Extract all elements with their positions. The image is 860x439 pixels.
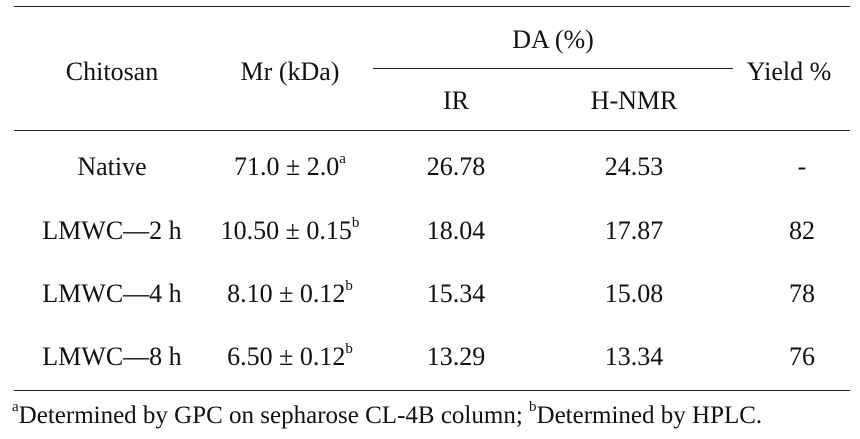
footnote-marker-b: b <box>529 398 537 415</box>
row-2-yield: 82 <box>789 216 815 245</box>
row-1-yield: - <box>797 152 807 181</box>
table-footnote: aDetermined by GPC on sepharose CL-4B co… <box>12 398 763 431</box>
row-3-ir: 15.34 <box>426 279 486 308</box>
top-rule <box>14 6 850 7</box>
bottom-rule <box>14 390 850 391</box>
header-chitosan: Chitosan <box>65 57 159 86</box>
header-mr: Mr (kDa) <box>240 57 340 86</box>
footnote-marker-a: a <box>12 398 19 415</box>
header-hnmr: H-NMR <box>590 86 678 115</box>
row-4-ir: 13.29 <box>426 342 486 371</box>
row-2-ir: 18.04 <box>426 216 486 245</box>
row-1-ir: 26.78 <box>426 152 486 181</box>
footnote-text-a: Determined by GPC on sepharose CL-4B col… <box>18 402 530 429</box>
row-4-yield: 76 <box>789 342 815 371</box>
da-group-rule <box>373 68 733 69</box>
row-3-mr: 8.10 ± 0.12b <box>227 278 353 308</box>
row-1-hnmr: 24.53 <box>604 152 664 181</box>
row-2-chitosan: LMWC—2 h <box>42 216 182 245</box>
row-3-yield: 78 <box>789 279 815 308</box>
row-4-mr: 6.50 ± 0.12b <box>227 341 353 371</box>
row-1-chitosan: Native <box>77 152 147 181</box>
footnote-text-b: Determined by HPLC. <box>536 402 763 429</box>
header-yield: Yield % <box>746 57 832 86</box>
row-3-hnmr: 15.08 <box>604 279 664 308</box>
row-2-hnmr: 17.87 <box>604 216 664 245</box>
row-3-chitosan: LMWC—4 h <box>42 279 182 308</box>
header-bottom-rule <box>14 130 850 131</box>
row-1-mr: 71.0 ± 2.0a <box>234 151 346 181</box>
header-ir: IR <box>443 86 469 115</box>
header-da-group: DA (%) <box>512 25 594 54</box>
row-2-mr: 10.50 ± 0.15b <box>220 215 360 245</box>
row-4-hnmr: 13.34 <box>604 342 664 371</box>
row-4-chitosan: LMWC—8 h <box>42 342 182 371</box>
